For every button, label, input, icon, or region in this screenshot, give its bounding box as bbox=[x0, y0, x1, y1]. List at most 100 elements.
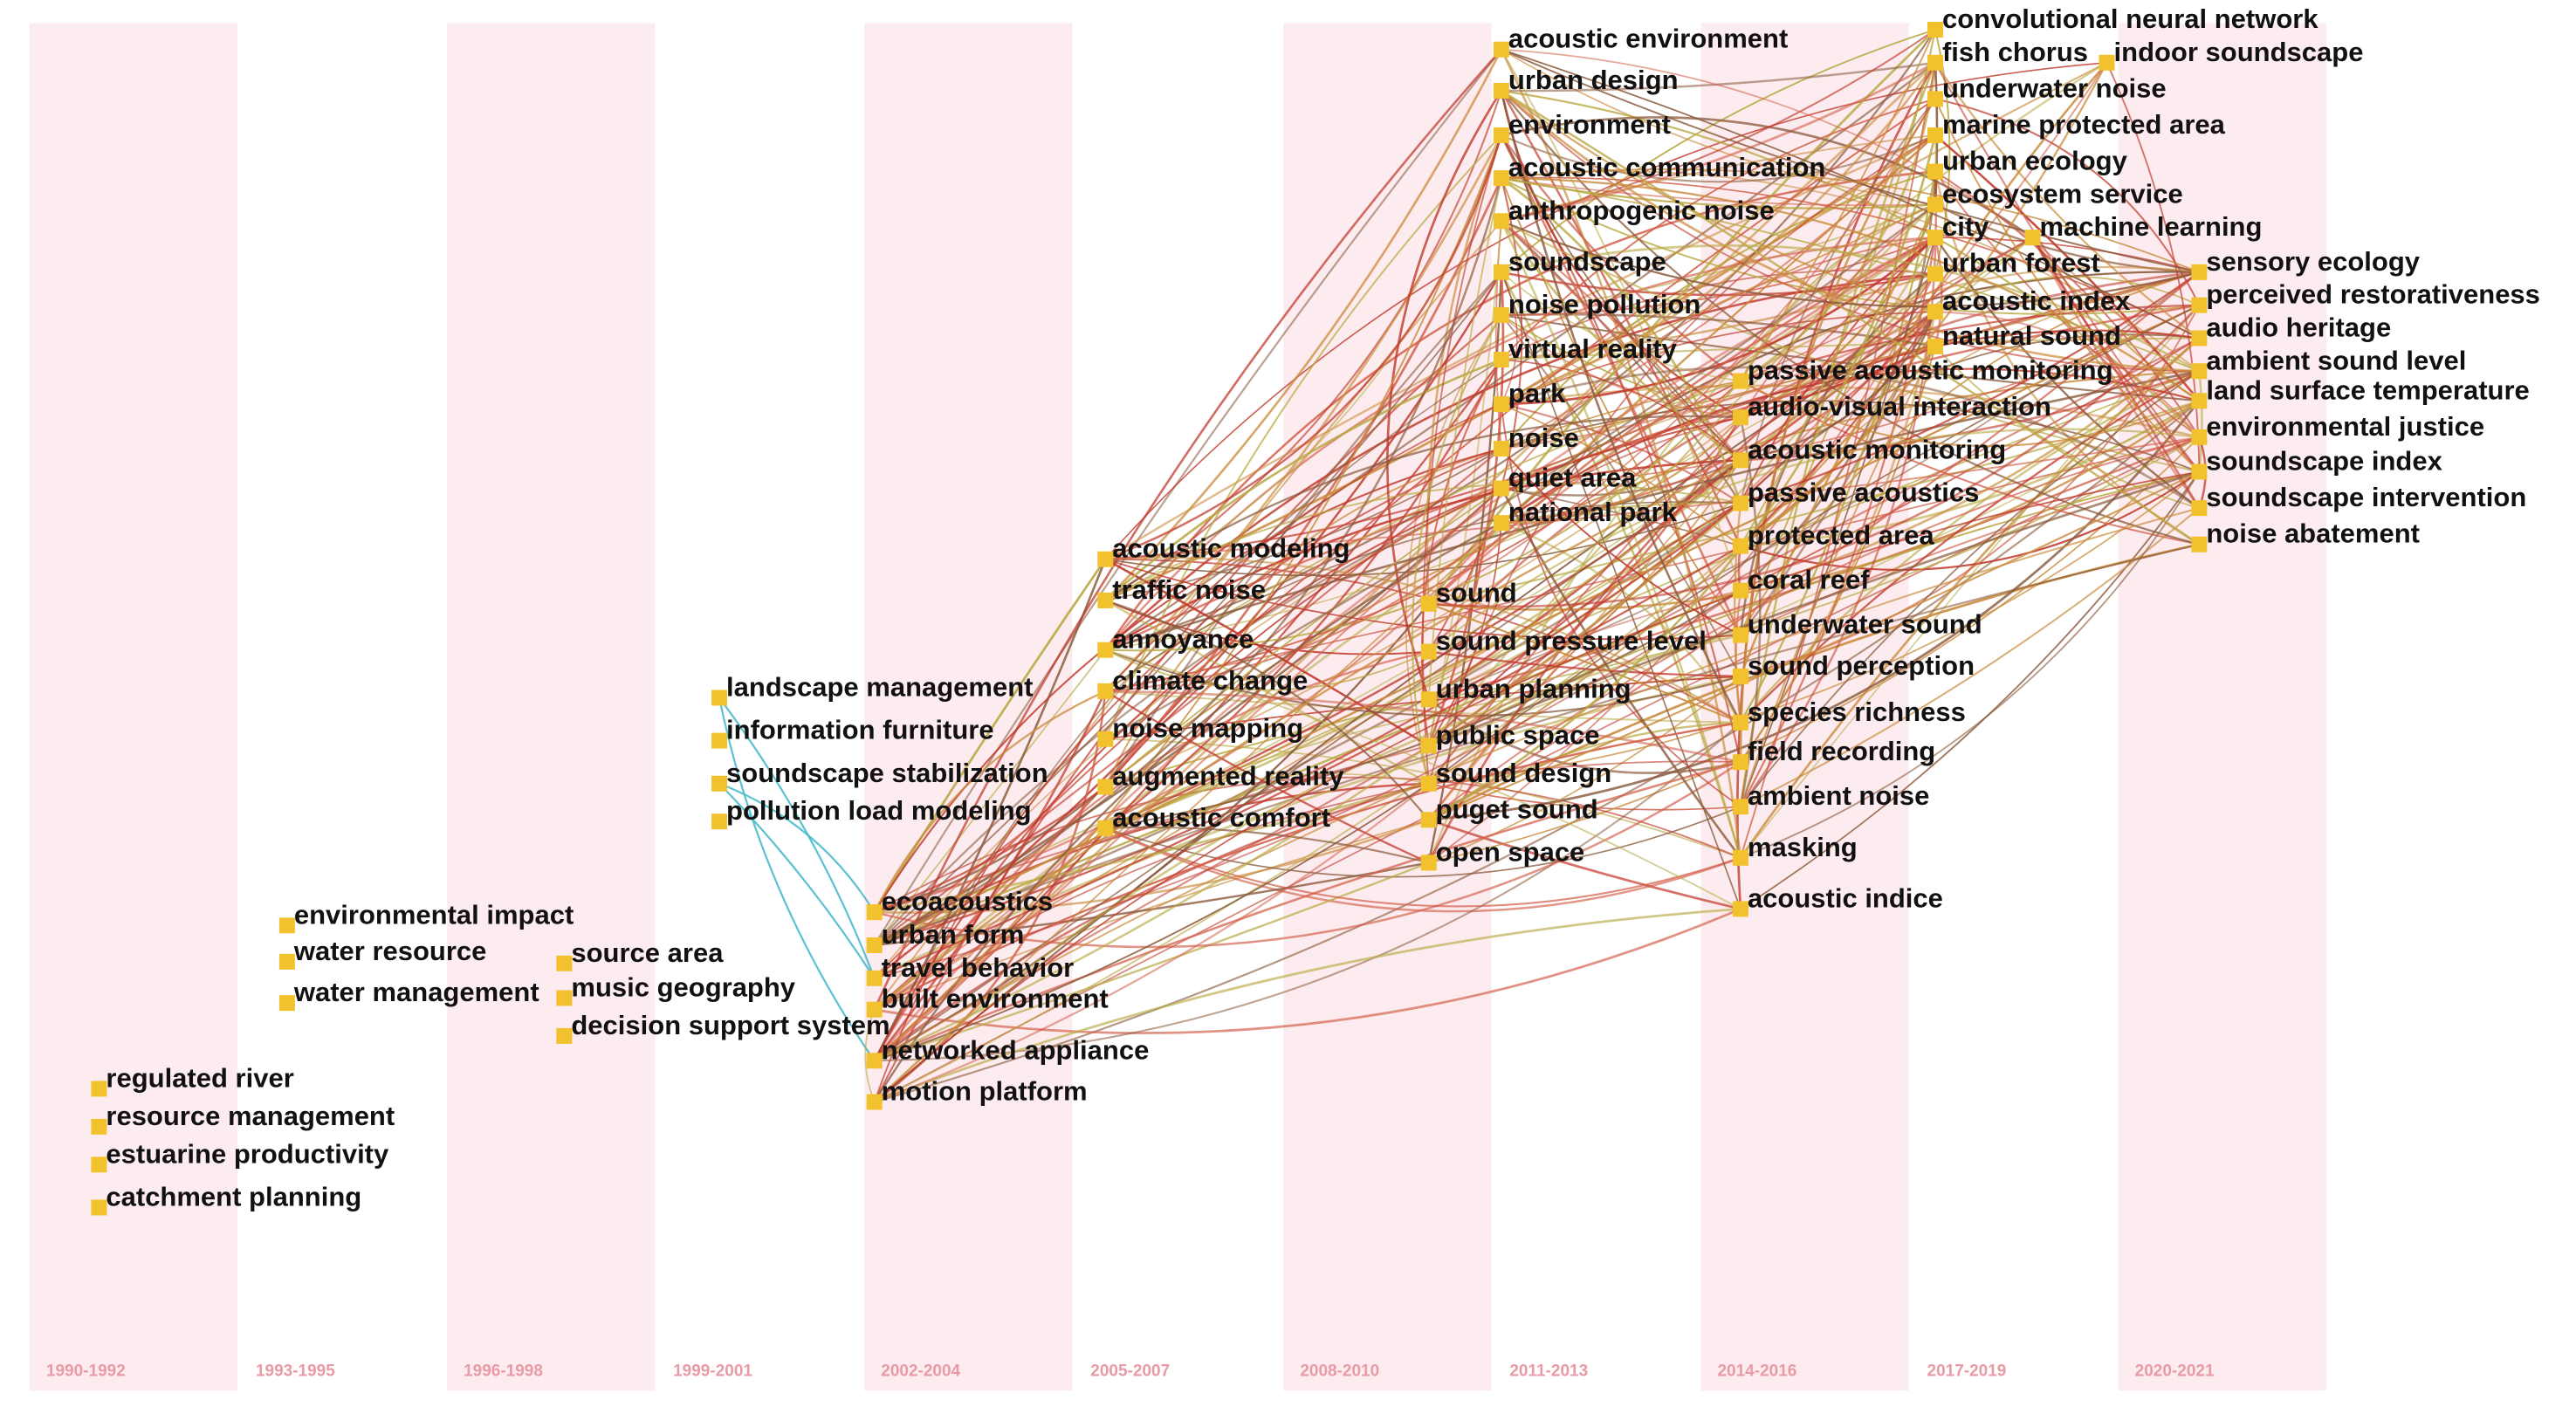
keyword-marker bbox=[2024, 230, 2041, 246]
co-occurrence-link bbox=[873, 634, 1741, 1103]
keyword-label: underwater noise bbox=[1942, 72, 2167, 103]
co-occurrence-link bbox=[1105, 826, 1430, 864]
keyword-marker bbox=[1493, 170, 1509, 187]
keyword-marker bbox=[1732, 495, 1748, 511]
keyword-label: acoustic environment bbox=[1508, 24, 1788, 54]
keyword-marker bbox=[1732, 627, 1748, 643]
keyword-label: catchment planning bbox=[106, 1181, 361, 1211]
keyword-marker bbox=[1927, 54, 1943, 71]
keyword-marker bbox=[2191, 264, 2208, 280]
co-occurrence-link bbox=[1411, 314, 1502, 784]
co-occurrence-link bbox=[1501, 244, 2201, 373]
co-occurrence-link bbox=[874, 861, 1430, 1062]
keyword-label: pollution load modeling bbox=[726, 795, 1032, 826]
keyword-node: regulated river bbox=[91, 1062, 294, 1097]
keyword-marker bbox=[2191, 500, 2208, 517]
keyword-label: soundscape intervention bbox=[2206, 482, 2526, 512]
keyword-node: acoustic modeling bbox=[1097, 533, 1350, 567]
co-occurrence-link bbox=[1428, 428, 2200, 653]
keyword-node: sound design bbox=[1420, 758, 1611, 792]
co-occurrence-link bbox=[1501, 168, 2200, 273]
keyword-marker bbox=[1493, 41, 1509, 58]
co-occurrence-link bbox=[1428, 819, 1741, 910]
keyword-label: ambient sound level bbox=[2206, 345, 2466, 375]
co-occurrence-link bbox=[874, 459, 1741, 1062]
co-occurrence-link bbox=[1501, 203, 1936, 405]
keyword-label: virtual reality bbox=[1508, 333, 1678, 364]
co-occurrence-link bbox=[1104, 29, 1936, 651]
period-label: 2011-2013 bbox=[1509, 1362, 1588, 1380]
co-occurrence-link bbox=[1501, 220, 2200, 308]
keyword-marker bbox=[556, 1027, 573, 1044]
co-occurrence-link bbox=[2031, 237, 2201, 509]
keyword-node: species richness bbox=[1732, 697, 1966, 731]
keyword-node: soundscape intervention bbox=[2191, 482, 2526, 517]
keyword-node: passive acoustic monitoring bbox=[1732, 355, 2113, 389]
co-occurrence-link bbox=[874, 134, 1502, 1061]
keyword-marker bbox=[1927, 22, 1943, 38]
keyword-node: open space bbox=[1420, 836, 1584, 871]
co-occurrence-link bbox=[1501, 416, 1741, 525]
co-occurrence-link bbox=[1740, 507, 2201, 808]
co-occurrence-links bbox=[718, 29, 2207, 1103]
keyword-marker bbox=[2191, 429, 2208, 445]
keyword-label: acoustic index bbox=[1942, 285, 2131, 316]
keyword-label: augmented reality bbox=[1112, 761, 1344, 792]
keyword-nodes: regulated river resource management estuar… bbox=[91, 3, 2540, 1216]
keyword-node: source area bbox=[556, 937, 724, 971]
keyword-label: soundscape index bbox=[2206, 446, 2442, 477]
keyword-node: underwater sound bbox=[1732, 609, 1982, 643]
keyword-marker bbox=[1732, 668, 1748, 684]
period-label: 1996-1998 bbox=[464, 1362, 543, 1380]
keyword-node: climate change bbox=[1097, 665, 1308, 699]
keyword-marker bbox=[2191, 536, 2208, 553]
co-occurrence-link bbox=[874, 502, 1741, 947]
keyword-marker bbox=[1927, 91, 1943, 107]
co-occurrence-link bbox=[1501, 61, 1936, 223]
co-occurrence-link bbox=[1427, 134, 1936, 785]
keyword-label: annoyance bbox=[1112, 624, 1254, 655]
keyword-node: land surface temperature bbox=[2191, 374, 2530, 409]
co-occurrence-link bbox=[1739, 98, 1936, 504]
co-occurrence-link bbox=[873, 48, 1502, 1011]
keyword-marker bbox=[866, 904, 883, 921]
co-occurrence-link bbox=[1740, 271, 2200, 636]
co-occurrence-link bbox=[873, 782, 1430, 1062]
co-occurrence-link bbox=[1934, 237, 2200, 273]
keyword-marker bbox=[1493, 306, 1509, 323]
co-occurrence-link bbox=[1740, 370, 2200, 724]
keyword-node: sound perception bbox=[1732, 650, 1975, 684]
co-occurrence-link bbox=[1740, 400, 2201, 547]
co-occurrence-link bbox=[1428, 400, 2201, 821]
keyword-marker bbox=[91, 1156, 107, 1173]
keyword-marker bbox=[1732, 409, 1748, 426]
co-occurrence-link bbox=[1422, 134, 1502, 784]
co-occurrence-link bbox=[1105, 558, 1741, 641]
co-occurrence-link bbox=[718, 697, 876, 1061]
keyword-marker bbox=[1420, 643, 1437, 660]
keyword-label: convolutional neural network bbox=[1942, 3, 2318, 34]
co-occurrence-link bbox=[1740, 265, 2200, 382]
keyword-label: networked appliance bbox=[882, 1034, 1150, 1065]
co-occurrence-link bbox=[1104, 134, 1502, 740]
co-occurrence-link bbox=[1104, 649, 1430, 691]
keyword-node: protected area bbox=[1732, 520, 1934, 554]
keyword-marker bbox=[711, 732, 728, 749]
co-occurrence-link bbox=[1740, 311, 1937, 462]
co-occurrence-link bbox=[1427, 177, 1523, 653]
keyword-label: built environment bbox=[882, 984, 1109, 1014]
keyword-node: acoustic comfort bbox=[1097, 802, 1330, 836]
keyword-node: environmental justice bbox=[2191, 411, 2484, 445]
keyword-node: catchment planning bbox=[91, 1181, 361, 1216]
keyword-label: water resource bbox=[293, 936, 487, 966]
period-stripe bbox=[447, 23, 656, 1391]
keyword-marker bbox=[2191, 330, 2208, 347]
keyword-label: soundscape stabilization bbox=[726, 758, 1048, 788]
co-occurrence-link bbox=[1500, 220, 1741, 462]
co-occurrence-link bbox=[1427, 236, 1936, 605]
keyword-node: soundscape index bbox=[2191, 446, 2443, 480]
keyword-marker bbox=[2191, 363, 2208, 380]
co-occurrence-link bbox=[1934, 237, 2201, 510]
keyword-marker bbox=[1493, 441, 1509, 457]
co-occurrence-link bbox=[1501, 170, 1936, 450]
